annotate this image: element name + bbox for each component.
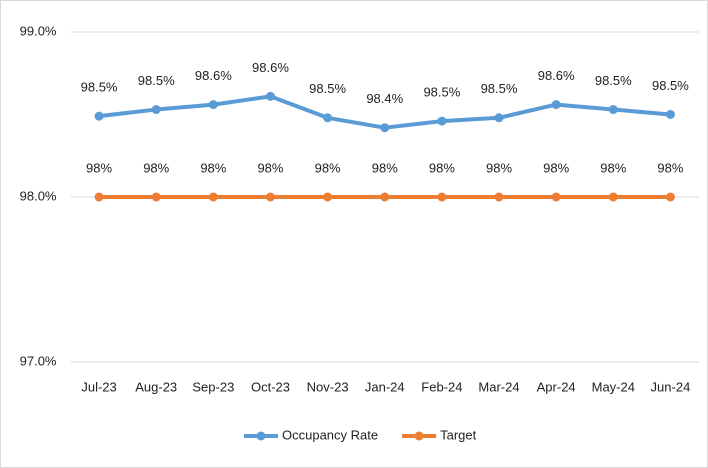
data-point xyxy=(608,192,618,202)
data-point xyxy=(608,105,618,115)
data-label: 98% xyxy=(86,160,112,175)
x-tick-label: Sep-23 xyxy=(192,379,234,394)
data-label: 98.5% xyxy=(138,73,175,88)
data-point xyxy=(151,105,161,115)
y-tick-label: 97.0% xyxy=(20,353,57,368)
x-tick-label: Oct-23 xyxy=(251,379,290,394)
x-tick-label: Apr-24 xyxy=(537,379,576,394)
data-point xyxy=(380,123,390,133)
data-label: 98% xyxy=(657,160,683,175)
data-label: 98% xyxy=(543,160,569,175)
data-label: 98.5% xyxy=(595,73,632,88)
data-point xyxy=(265,91,275,101)
x-tick-label: Nov-23 xyxy=(307,379,349,394)
y-tick-label: 99.0% xyxy=(20,23,57,38)
data-label: 98.5% xyxy=(81,80,118,95)
x-tick-label: Jan-24 xyxy=(365,379,405,394)
data-point xyxy=(208,192,218,202)
data-label: 98% xyxy=(600,160,626,175)
legend-label: Occupancy Rate xyxy=(282,427,378,442)
x-tick-label: Jun-24 xyxy=(651,379,691,394)
x-tick-label: Feb-24 xyxy=(421,379,462,394)
data-point xyxy=(437,192,447,202)
legend-marker xyxy=(256,431,266,441)
data-point xyxy=(94,111,104,121)
data-label: 98.4% xyxy=(366,91,403,106)
data-label: 98.6% xyxy=(538,68,575,83)
data-point xyxy=(265,192,275,202)
data-label: 98% xyxy=(372,160,398,175)
data-label: 98.6% xyxy=(195,68,232,83)
data-point xyxy=(665,192,675,202)
data-label: 98% xyxy=(486,160,512,175)
data-point xyxy=(494,113,504,123)
data-point xyxy=(94,192,104,202)
x-tick-label: May-24 xyxy=(592,379,635,394)
data-point xyxy=(380,192,390,202)
data-label: 98% xyxy=(257,160,283,175)
data-point xyxy=(494,192,504,202)
y-tick-label: 98.0% xyxy=(20,188,57,203)
data-label: 98.5% xyxy=(481,81,518,96)
x-tick-label: Jul-23 xyxy=(81,379,116,394)
data-point xyxy=(323,113,333,123)
data-point xyxy=(551,192,561,202)
data-label: 98.6% xyxy=(252,60,289,75)
data-point xyxy=(323,192,333,202)
data-label: 98.5% xyxy=(309,81,346,96)
x-tick-label: Aug-23 xyxy=(135,379,177,394)
data-point xyxy=(551,100,561,110)
legend-label: Target xyxy=(440,427,477,442)
data-point xyxy=(665,110,675,119)
data-label: 98% xyxy=(429,160,455,175)
data-label: 98% xyxy=(200,160,226,175)
data-label: 98.5% xyxy=(652,78,689,93)
legend-marker xyxy=(414,431,424,441)
data-point xyxy=(151,192,161,202)
data-point xyxy=(437,116,447,126)
data-label: 98% xyxy=(143,160,169,175)
x-tick-label: Mar-24 xyxy=(478,379,519,394)
data-point xyxy=(208,100,218,110)
data-label: 98% xyxy=(315,160,341,175)
data-label: 98.5% xyxy=(423,85,460,100)
